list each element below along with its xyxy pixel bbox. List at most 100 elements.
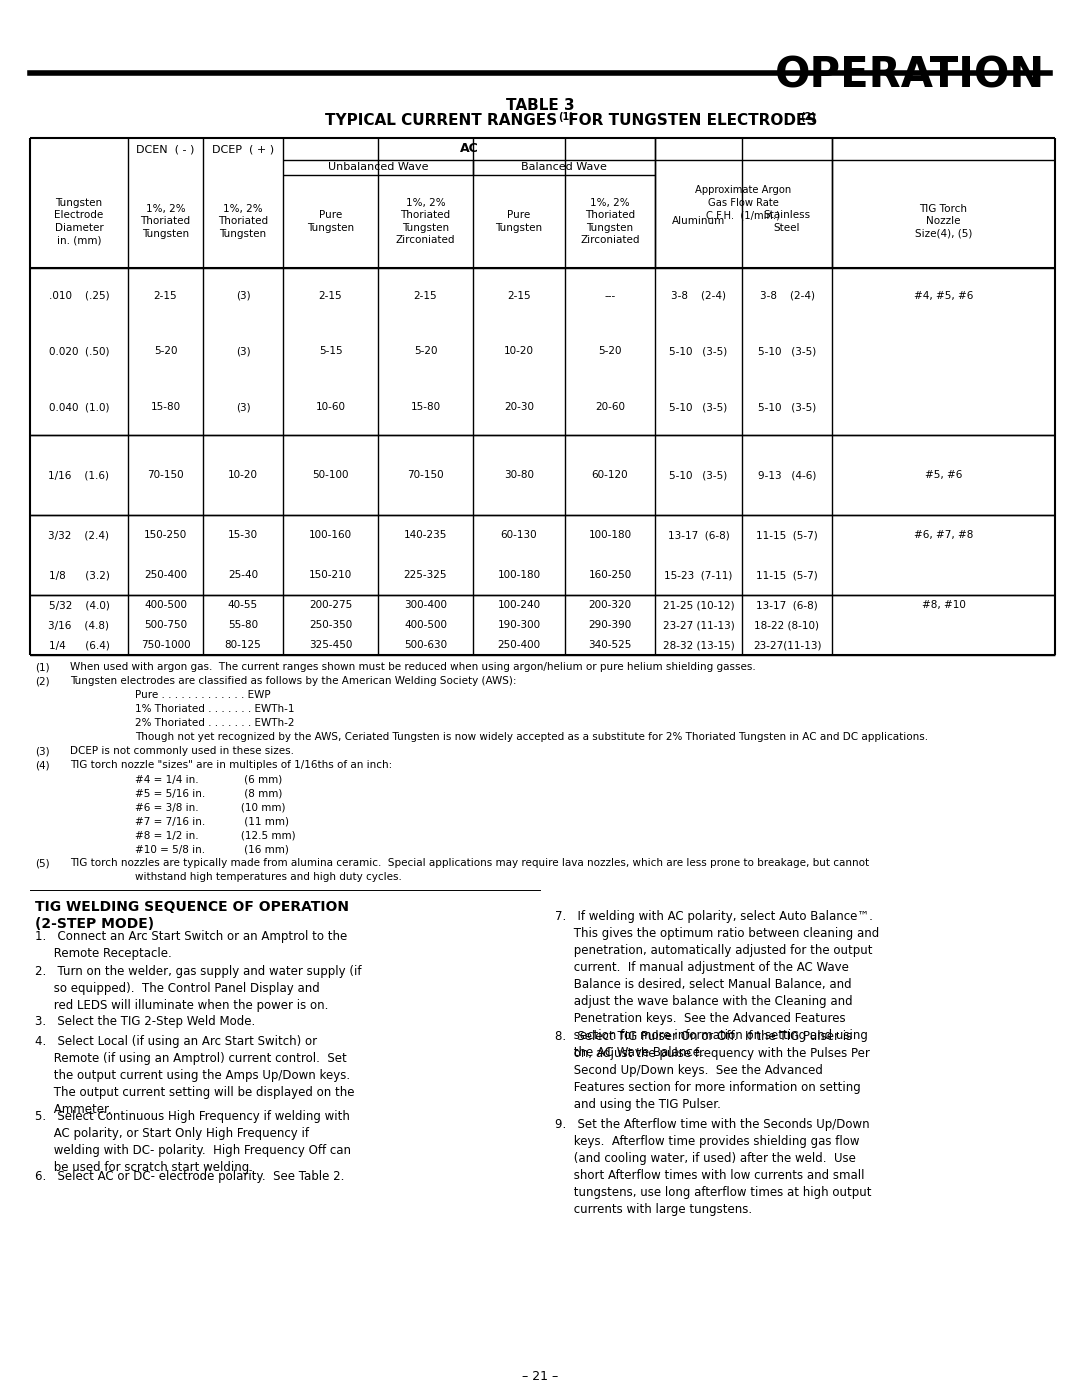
Text: #8, #10: #8, #10 (921, 599, 966, 610)
Text: 2.   Turn on the welder, gas supply and water supply (if
     so equipped).  The: 2. Turn on the welder, gas supply and wa… (35, 965, 362, 1011)
Text: 1.   Connect an Arc Start Switch or an Amptrol to the
     Remote Receptacle.: 1. Connect an Arc Start Switch or an Amp… (35, 930, 348, 960)
Text: #7 = 7/16 in.            (11 mm): #7 = 7/16 in. (11 mm) (135, 816, 289, 826)
Text: Pure . . . . . . . . . . . . . EWP: Pure . . . . . . . . . . . . . EWP (135, 690, 271, 700)
Text: 25-40: 25-40 (228, 570, 258, 580)
Text: Pure
Tungsten: Pure Tungsten (496, 211, 542, 233)
Text: (3): (3) (235, 346, 251, 356)
Text: 500-750: 500-750 (144, 620, 187, 630)
Text: 10-60: 10-60 (315, 402, 346, 412)
Text: #6, #7, #8: #6, #7, #8 (914, 529, 973, 541)
Text: 4.   Select Local (if using an Arc Start Switch) or
     Remote (if using an Amp: 4. Select Local (if using an Arc Start S… (35, 1035, 354, 1116)
Text: 5-20: 5-20 (153, 346, 177, 356)
Text: 225-325: 225-325 (404, 570, 447, 580)
Text: 20-30: 20-30 (504, 402, 534, 412)
Text: 1%, 2%
Thoriated
Tungsten
Zirconiated: 1%, 2% Thoriated Tungsten Zirconiated (580, 198, 639, 244)
Text: 190-300: 190-300 (498, 620, 541, 630)
Text: 40-55: 40-55 (228, 599, 258, 610)
Text: – 21 –: – 21 – (522, 1370, 558, 1383)
Text: 0.040  (1.0): 0.040 (1.0) (49, 402, 109, 412)
Text: 5.   Select Continuous High Frequency if welding with
     AC polarity, or Start: 5. Select Continuous High Frequency if w… (35, 1111, 351, 1173)
Text: .010    (.25): .010 (.25) (49, 291, 109, 300)
Text: DCEN  ( - ): DCEN ( - ) (136, 144, 194, 154)
Text: 2% Thoriated . . . . . . . EWTh-2: 2% Thoriated . . . . . . . EWTh-2 (135, 718, 295, 728)
Text: 3/16    (4.8): 3/16 (4.8) (49, 620, 109, 630)
Text: 15-80: 15-80 (150, 402, 180, 412)
Text: 290-390: 290-390 (589, 620, 632, 630)
Text: Tungsten electrodes are classified as follows by the American Welding Society (A: Tungsten electrodes are classified as fo… (70, 676, 516, 686)
Text: Balanced Wave: Balanced Wave (521, 162, 607, 172)
Text: 1/4      (6.4): 1/4 (6.4) (49, 640, 109, 650)
Text: 300-400: 300-400 (404, 599, 447, 610)
Text: 15-30: 15-30 (228, 529, 258, 541)
Text: 8.   Select TIG Pulser On or Off.  If the TIG Pulser is
     on, adjust the puls: 8. Select TIG Pulser On or Off. If the T… (555, 1030, 869, 1111)
Text: Tungsten
Electrode
Diameter
in. (mm): Tungsten Electrode Diameter in. (mm) (54, 198, 104, 244)
Text: Pure
Tungsten: Pure Tungsten (307, 211, 354, 233)
Text: 100-160: 100-160 (309, 529, 352, 541)
Text: 1%, 2%
Thoriated
Tungsten: 1%, 2% Thoriated Tungsten (140, 204, 190, 239)
Text: 55-80: 55-80 (228, 620, 258, 630)
Text: 250-400: 250-400 (498, 640, 541, 650)
Text: 1% Thoriated . . . . . . . EWTh-1: 1% Thoriated . . . . . . . EWTh-1 (135, 704, 295, 714)
Text: 100-180: 100-180 (498, 570, 541, 580)
Text: TYPICAL CURRENT RANGES: TYPICAL CURRENT RANGES (325, 113, 557, 129)
Text: 11-15  (5-7): 11-15 (5-7) (756, 529, 818, 541)
Text: DCEP  ( + ): DCEP ( + ) (212, 144, 274, 154)
Text: Approximate Argon
Gas Flow Rate
C.F.H.  (1/min.): Approximate Argon Gas Flow Rate C.F.H. (… (696, 186, 792, 221)
Text: (2): (2) (35, 676, 50, 686)
Text: (3): (3) (235, 291, 251, 300)
Text: #5, #6: #5, #6 (924, 469, 962, 481)
Text: 325-450: 325-450 (309, 640, 352, 650)
Text: 15-80: 15-80 (410, 402, 441, 412)
Text: (3): (3) (35, 746, 50, 756)
Text: 11-15  (5-7): 11-15 (5-7) (756, 570, 818, 580)
Text: 21-25 (10-12): 21-25 (10-12) (663, 599, 734, 610)
Text: 5-20: 5-20 (598, 346, 622, 356)
Text: #5 = 5/16 in.            (8 mm): #5 = 5/16 in. (8 mm) (135, 788, 282, 798)
Text: (1): (1) (35, 662, 50, 672)
Text: Unbalanced Wave: Unbalanced Wave (327, 162, 429, 172)
Text: 2-15: 2-15 (153, 291, 177, 300)
Text: 3-8    (2-4): 3-8 (2-4) (759, 291, 814, 300)
Text: 30-80: 30-80 (504, 469, 534, 481)
Text: 60-130: 60-130 (501, 529, 538, 541)
Text: When used with argon gas.  The current ranges shown must be reduced when using a: When used with argon gas. The current ra… (70, 662, 756, 672)
Text: 250-400: 250-400 (144, 570, 187, 580)
Text: (5): (5) (35, 858, 50, 868)
Text: 150-210: 150-210 (309, 570, 352, 580)
Text: withstand high temperatures and high duty cycles.: withstand high temperatures and high dut… (135, 872, 402, 882)
Text: OPERATION: OPERATION (774, 54, 1045, 96)
Text: (2-STEP MODE): (2-STEP MODE) (35, 916, 154, 930)
Text: 9-13   (4-6): 9-13 (4-6) (758, 469, 816, 481)
Text: 50-100: 50-100 (312, 469, 349, 481)
Text: ---: --- (605, 291, 616, 300)
Text: 2-15: 2-15 (508, 291, 530, 300)
Text: 5-10   (3-5): 5-10 (3-5) (758, 402, 816, 412)
Text: 1%, 2%
Thoriated
Tungsten: 1%, 2% Thoriated Tungsten (218, 204, 268, 239)
Text: Though not yet recognized by the AWS, Ceriated Tungsten is now widely accepted a: Though not yet recognized by the AWS, Ce… (135, 732, 928, 742)
Text: 70-150: 70-150 (147, 469, 184, 481)
Text: 2-15: 2-15 (414, 291, 437, 300)
Text: TIG WELDING SEQUENCE OF OPERATION: TIG WELDING SEQUENCE OF OPERATION (35, 900, 349, 914)
Text: 0.020  (.50): 0.020 (.50) (49, 346, 109, 356)
Text: 9.   Set the Afterflow time with the Seconds Up/Down
     keys.  Afterflow time : 9. Set the Afterflow time with the Secon… (555, 1118, 872, 1215)
Text: 23-27(11-13): 23-27(11-13) (753, 640, 821, 650)
Text: TABLE 3: TABLE 3 (505, 98, 575, 113)
Text: 70-150: 70-150 (407, 469, 444, 481)
Text: 28-32 (13-15): 28-32 (13-15) (663, 640, 734, 650)
Text: 7.   If welding with AC polarity, select Auto Balance™.
     This gives the opti: 7. If welding with AC polarity, select A… (555, 909, 879, 1059)
Text: 1/16    (1.6): 1/16 (1.6) (49, 469, 109, 481)
Text: 5-10   (3-5): 5-10 (3-5) (758, 346, 816, 356)
Text: 5-10   (3-5): 5-10 (3-5) (670, 469, 728, 481)
Text: 200-320: 200-320 (589, 599, 632, 610)
Text: #8 = 1/2 in.             (12.5 mm): #8 = 1/2 in. (12.5 mm) (135, 830, 296, 840)
Text: #6 = 3/8 in.             (10 mm): #6 = 3/8 in. (10 mm) (135, 802, 285, 812)
Text: #10 = 5/8 in.            (16 mm): #10 = 5/8 in. (16 mm) (135, 844, 288, 854)
Text: 3.   Select the TIG 2-Step Weld Mode.: 3. Select the TIG 2-Step Weld Mode. (35, 1016, 255, 1028)
Text: 13-17  (6-8): 13-17 (6-8) (756, 599, 818, 610)
Text: #4 = 1/4 in.              (6 mm): #4 = 1/4 in. (6 mm) (135, 774, 282, 784)
Text: 400-500: 400-500 (144, 599, 187, 610)
Text: (4): (4) (35, 760, 50, 770)
Text: 3/32    (2.4): 3/32 (2.4) (49, 529, 109, 541)
Text: TIG Torch
Nozzle
Size(4), (5): TIG Torch Nozzle Size(4), (5) (915, 204, 972, 239)
Text: Aluminum: Aluminum (672, 217, 725, 226)
